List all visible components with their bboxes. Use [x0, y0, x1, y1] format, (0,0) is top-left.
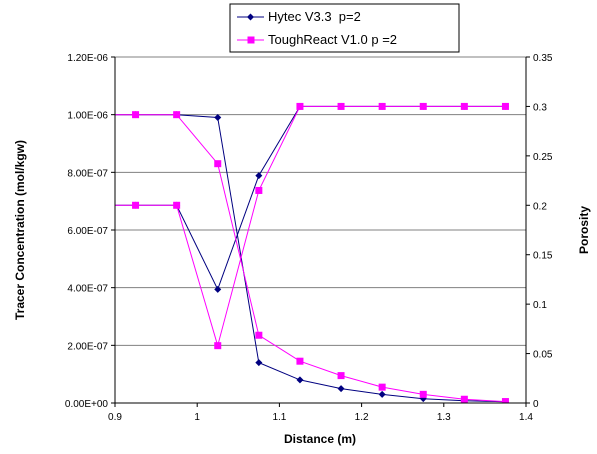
y-left-tick-label: 6.00E-07 — [67, 226, 108, 237]
y-right-tick-label: 0.35 — [533, 53, 553, 64]
data-point-toughreact-right — [173, 201, 181, 209]
data-point-toughreact-right — [419, 102, 427, 110]
y-left-tick-label: 1.20E-06 — [67, 53, 108, 64]
y-right-tick-label: 0.1 — [533, 300, 547, 311]
axes — [111, 56, 530, 407]
data-point-toughreact-left — [296, 357, 304, 365]
legend-marker-toughreact-square-icon — [247, 36, 255, 44]
y-left-tick-label: 2.00E-07 — [67, 341, 108, 352]
data-point-toughreact-left — [378, 383, 386, 391]
legend: Hytec V3.3 p=2 ToughReact V1.0 p =2 — [229, 3, 460, 53]
data-point-toughreact-left — [419, 390, 427, 398]
y-axis-right-title: Porosity — [577, 206, 591, 254]
data-point-toughreact-right — [501, 102, 509, 110]
y-right-tick-label: 0 — [533, 399, 539, 410]
y-right-tick-label: 0.25 — [533, 152, 553, 163]
data-point-toughreact-left — [255, 331, 263, 339]
data-point-hytec-left — [296, 376, 304, 384]
x-tick-label: 1.1 — [272, 412, 286, 423]
data-point-hytec-right — [255, 172, 263, 180]
y-left-tick-label: 0.00E+00 — [65, 399, 109, 410]
legend-box — [229, 3, 460, 53]
data-point-hytec-left — [255, 359, 263, 367]
x-tick-label: 1.3 — [437, 412, 451, 423]
legend-label-toughreact: ToughReact V1.0 p =2 — [268, 32, 397, 47]
data-point-toughreact-right — [378, 102, 386, 110]
data-point-toughreact-left — [337, 372, 345, 380]
x-tick-label: 1 — [194, 412, 200, 423]
data-point-toughreact-left — [501, 398, 509, 403]
data-point-toughreact-right — [91, 202, 98, 209]
y-right-tick-label: 0.15 — [533, 251, 553, 262]
data-point-toughreact-left — [132, 111, 140, 119]
data-point-toughreact-right — [460, 102, 468, 110]
series-line-hytec-right — [115, 105, 506, 291]
tick-labels: 0.00E+00 2.00E-07 4.00E-07 6.00E-07 8.00E-07… — [65, 53, 553, 423]
legend-marker-hytec-diamond-icon — [247, 13, 254, 21]
y-axis-left-title: Tracer Concentration (mol/kgw) — [13, 140, 27, 320]
y-right-tick-label: 0.3 — [533, 102, 547, 113]
data-point-hytec-left — [214, 114, 222, 122]
legend-label-hytec: Hytec V3.3 p=2 — [268, 9, 361, 24]
data-point-toughreact-left — [173, 111, 181, 119]
y-left-tick-label: 8.00E-07 — [67, 168, 108, 179]
y-right-tick-label: 0.2 — [533, 201, 547, 212]
data-point-toughreact-right — [337, 102, 345, 110]
y-left-tick-label: 4.00E-07 — [67, 284, 108, 295]
series-layer — [91, 102, 509, 403]
x-tick-label: 0.9 — [108, 412, 122, 423]
data-point-hytec-right — [91, 202, 98, 209]
data-point-toughreact-left — [460, 395, 468, 403]
data-point-hytec-right — [214, 285, 222, 293]
x-axis-title: Distance (m) — [284, 432, 356, 446]
data-point-toughreact-right — [132, 201, 140, 209]
data-point-toughreact-right — [214, 342, 222, 350]
gridlines — [115, 114, 526, 346]
x-tick-label: 1.2 — [355, 412, 369, 423]
y-right-tick-label: 0.05 — [533, 350, 553, 361]
series-line-toughreact-right — [115, 105, 506, 348]
data-point-toughreact-right — [255, 186, 263, 194]
x-tick-label: 1.4 — [519, 412, 533, 423]
data-point-hytec-left — [378, 390, 386, 398]
data-point-toughreact-left — [214, 160, 222, 168]
data-point-hytec-left — [337, 385, 345, 393]
data-point-toughreact-right — [296, 102, 304, 110]
y-left-tick-label: 1.00E-06 — [67, 111, 108, 122]
